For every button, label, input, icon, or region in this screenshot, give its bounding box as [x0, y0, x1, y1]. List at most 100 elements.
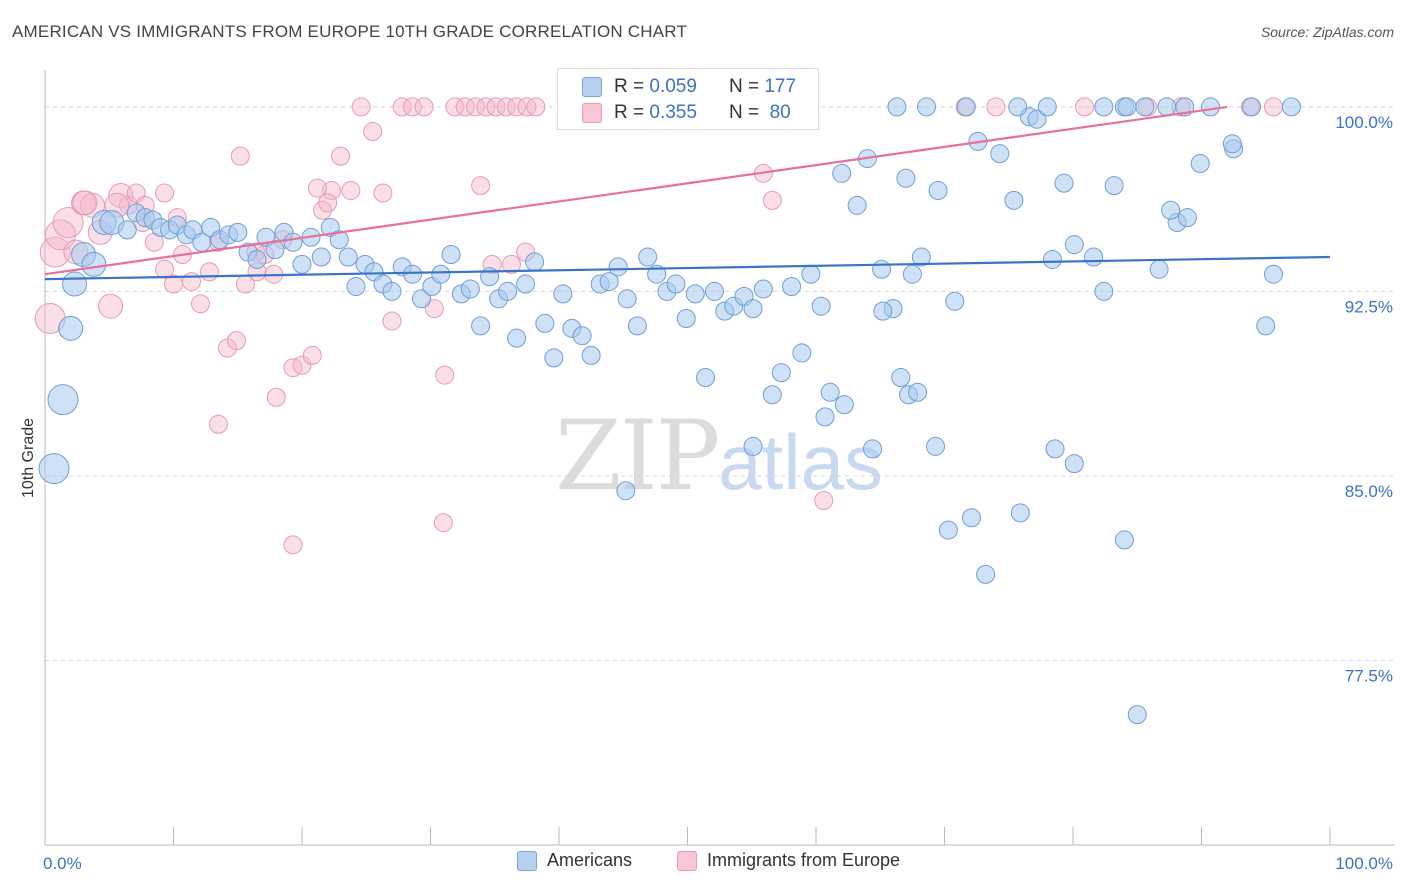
- immigrants-point: [266, 387, 286, 407]
- americans-point: [283, 232, 303, 252]
- immigrants-point: [455, 97, 475, 117]
- americans-point: [1010, 503, 1030, 523]
- immigrants-point: [1075, 97, 1095, 117]
- americans-point: [382, 281, 402, 301]
- americans-point: [685, 284, 705, 304]
- immigrants-point: [363, 122, 383, 142]
- tick-labels-layer: 100.0% 92.5% 85.0% 77.5% 0.0% 100.0% 10th Grad…: [20, 113, 1393, 873]
- americans-point: [81, 251, 107, 277]
- americans-point: [908, 382, 928, 402]
- immigrants-point: [986, 97, 1006, 117]
- legend-americans-label: Americans: [547, 850, 633, 870]
- americans-point: [811, 296, 831, 316]
- americans-point: [863, 439, 883, 459]
- stats-row-americans: R = 0.059 N = 177: [582, 74, 796, 100]
- immigrants-point: [108, 182, 134, 208]
- americans-point: [228, 222, 248, 242]
- chart-title: AMERICAN VS IMMIGRANTS FROM EUROPE 10TH …: [12, 22, 688, 41]
- immigrants-point: [341, 181, 361, 201]
- americans-point: [771, 363, 791, 383]
- americans-point: [412, 289, 432, 309]
- americans-point: [1117, 97, 1137, 117]
- americans-point: [346, 277, 366, 297]
- americans-point: [1064, 235, 1084, 255]
- americans-point: [1114, 530, 1134, 550]
- americans-point: [1190, 153, 1210, 173]
- americans-point: [834, 395, 854, 415]
- immigrants-point: [382, 311, 402, 331]
- americans-point: [617, 289, 637, 309]
- immigrants-point: [351, 97, 371, 117]
- americans-point: [62, 271, 88, 297]
- immigrants-point: [1263, 97, 1283, 117]
- americans-point: [1042, 249, 1062, 269]
- legend-item-americans[interactable]: Americans: [517, 850, 632, 871]
- americans-point: [1054, 173, 1074, 193]
- americans-point: [820, 382, 840, 402]
- immigrants-r-value: 0.355: [649, 102, 697, 123]
- y-tick-label: 100.0%: [1335, 113, 1393, 132]
- americans-point: [1161, 200, 1181, 220]
- immigrants-n-value: 80: [769, 102, 791, 123]
- grid-layer: [45, 106, 1395, 661]
- immigrants-point: [526, 97, 546, 117]
- y-tick-label: 85.0%: [1345, 482, 1393, 501]
- americans-point: [498, 281, 518, 301]
- americans-point: [917, 97, 937, 117]
- americans-point: [815, 407, 835, 427]
- americans-point: [928, 181, 948, 201]
- americans-point: [873, 301, 893, 321]
- americans-point: [1157, 97, 1177, 117]
- legend-item-immigrants[interactable]: Immigrants from Europe: [677, 850, 900, 871]
- americans-point: [1004, 190, 1024, 210]
- immigrants-point: [392, 97, 412, 117]
- americans-point: [695, 368, 715, 388]
- americans-point: [1084, 247, 1104, 267]
- americans-point: [338, 247, 358, 267]
- immigrants-point: [230, 146, 250, 166]
- americans-point: [792, 343, 812, 363]
- immigrants-point: [486, 97, 506, 117]
- immigrants-point: [155, 183, 175, 203]
- americans-point: [525, 252, 545, 272]
- americans-point: [1127, 705, 1147, 725]
- bottom-legend: Americans Immigrants from Europe: [0, 850, 1406, 880]
- legend-americans-swatch: [517, 850, 537, 871]
- americans-point: [762, 385, 782, 405]
- americans-point: [676, 308, 696, 328]
- immigrants-point: [496, 97, 516, 117]
- americans-point: [1104, 176, 1124, 196]
- immigrants-point: [471, 176, 491, 196]
- americans-point: [616, 481, 636, 501]
- immigrants-swatch: [582, 103, 602, 123]
- immigrants-point: [292, 355, 312, 375]
- immigrants-point: [507, 97, 527, 117]
- immigrants-r-label: R =: [614, 102, 645, 123]
- americans-trend-line: [44, 255, 1331, 281]
- y-axis-label: 10th Grade: [20, 418, 37, 498]
- americans-point: [1064, 454, 1084, 474]
- americans-point: [516, 274, 536, 294]
- americans-point: [990, 144, 1010, 164]
- immigrants-point: [155, 259, 175, 279]
- americans-point: [581, 345, 601, 365]
- americans-point: [1256, 316, 1276, 336]
- americans-point: [956, 97, 976, 117]
- legend-immigrants-label: Immigrants from Europe: [707, 850, 901, 870]
- americans-point: [572, 326, 592, 346]
- stats-row-immigrants: R = 0.355 N = 80: [582, 100, 791, 126]
- americans-point: [896, 168, 916, 188]
- americans-point: [945, 291, 965, 311]
- americans-r-label: R =: [614, 76, 645, 97]
- americans-point: [1037, 97, 1057, 117]
- americans-point: [329, 230, 349, 250]
- americans-point: [847, 195, 867, 215]
- immigrants-point: [424, 299, 444, 319]
- immigrants-point: [476, 97, 496, 117]
- immigrants-point: [322, 181, 342, 201]
- source-label: Source: ZipAtlas.com: [1260, 24, 1394, 40]
- immigrants-point: [331, 146, 351, 166]
- americans-point: [471, 316, 491, 336]
- americans-point: [832, 163, 852, 183]
- americans-point: [801, 264, 821, 284]
